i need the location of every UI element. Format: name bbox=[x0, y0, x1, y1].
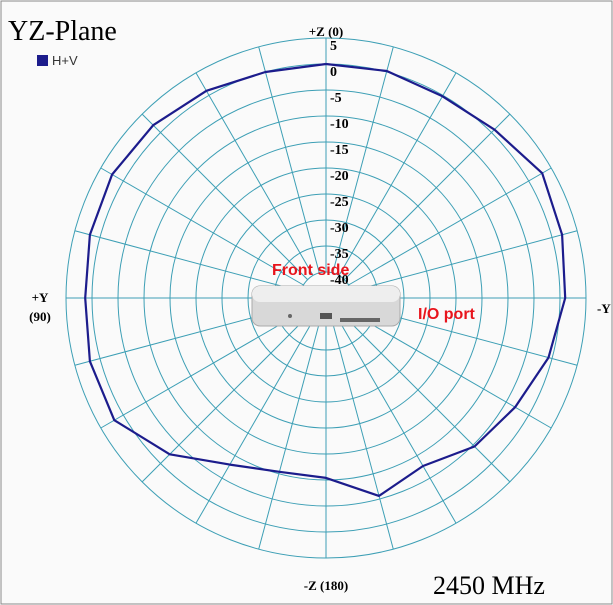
angle-label: +Y bbox=[32, 290, 49, 305]
r-tick-label: -20 bbox=[330, 169, 349, 184]
annotation: Front side bbox=[272, 262, 349, 279]
r-tick-label: -15 bbox=[330, 143, 349, 158]
angle-label: -Z (180) bbox=[304, 578, 348, 593]
angle-label: -Y bbox=[597, 301, 611, 316]
r-tick-label: -25 bbox=[330, 195, 349, 210]
r-tick-label: -10 bbox=[330, 117, 349, 132]
annotation: I/O port bbox=[418, 306, 476, 323]
frequency-label: 2450 MHz bbox=[433, 571, 545, 600]
legend-label: H+V bbox=[52, 53, 78, 68]
angle-label: (90) bbox=[29, 309, 51, 324]
angle-label: +Z (0) bbox=[309, 24, 344, 39]
legend-swatch bbox=[37, 55, 48, 66]
r-tick-label: 0 bbox=[330, 65, 337, 80]
chart: 50-5-10-15-20-25-30-35-40 YZ-Plane H+V 2… bbox=[0, 0, 613, 605]
device-image bbox=[252, 286, 400, 326]
chart-title: YZ-Plane bbox=[8, 16, 117, 47]
r-tick-label: -30 bbox=[330, 221, 349, 236]
r-tick-label: 5 bbox=[330, 39, 337, 54]
r-tick-label: -35 bbox=[330, 247, 349, 262]
r-tick-label: -5 bbox=[330, 91, 342, 106]
